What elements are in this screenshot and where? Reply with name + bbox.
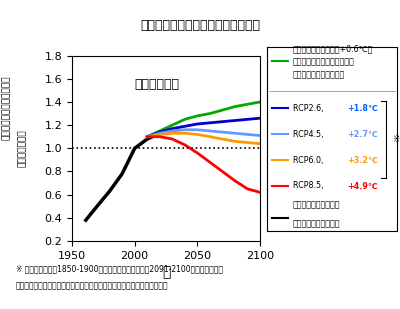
Text: ※ 産業革命以前（1850-1900年）に対する今世紀末（2091-2100年）の世界の平: ※ 産業革命以前（1850-1900年）に対する今世紀末（2091-2100年）… [16,264,223,273]
Text: （シミュレーション）: （シミュレーション） [292,219,340,229]
Text: +3.2℃: +3.2℃ [347,156,378,165]
Text: で固定し、将来の気候変動は: で固定し、将来の気候変動は [292,57,354,66]
Text: RCP2.6,: RCP2.6, [292,104,326,113]
Text: （２０００年代＝１．０）: （２０００年代＝１．０） [2,76,11,140]
Text: 世界の平均収量: 世界の平均収量 [18,129,26,167]
Text: 穀物の世界平均収量の推移（予測）: 穀物の世界平均収量の推移（予測） [140,19,260,32]
Text: 均気温の上昇。気候変動が進行し、増収技術と簡易な対策技術が普及。: 均気温の上昇。気候変動が進行し、増収技術と簡易な対策技術が普及。 [16,281,169,290]
Text: +4.9℃: +4.9℃ [347,181,378,190]
Text: RCP6.0,: RCP6.0, [292,156,326,165]
Text: これまでの気温上昇（+0.6℃）: これまでの気温上昇（+0.6℃） [292,45,373,54]
Text: ない。増収技術が普及。: ない。増収技術が普及。 [292,71,345,80]
Text: ※: ※ [392,135,399,144]
Text: トウモロコシ: トウモロコシ [134,78,179,91]
Text: +2.7℃: +2.7℃ [347,130,378,139]
Text: +1.8℃: +1.8℃ [347,104,378,113]
X-axis label: 年: 年 [162,265,170,279]
Text: RCP8.5,: RCP8.5, [292,181,326,190]
Text: これまでの収量の推移: これまでの収量の推移 [292,200,340,209]
Text: RCP4.5,: RCP4.5, [292,130,326,139]
